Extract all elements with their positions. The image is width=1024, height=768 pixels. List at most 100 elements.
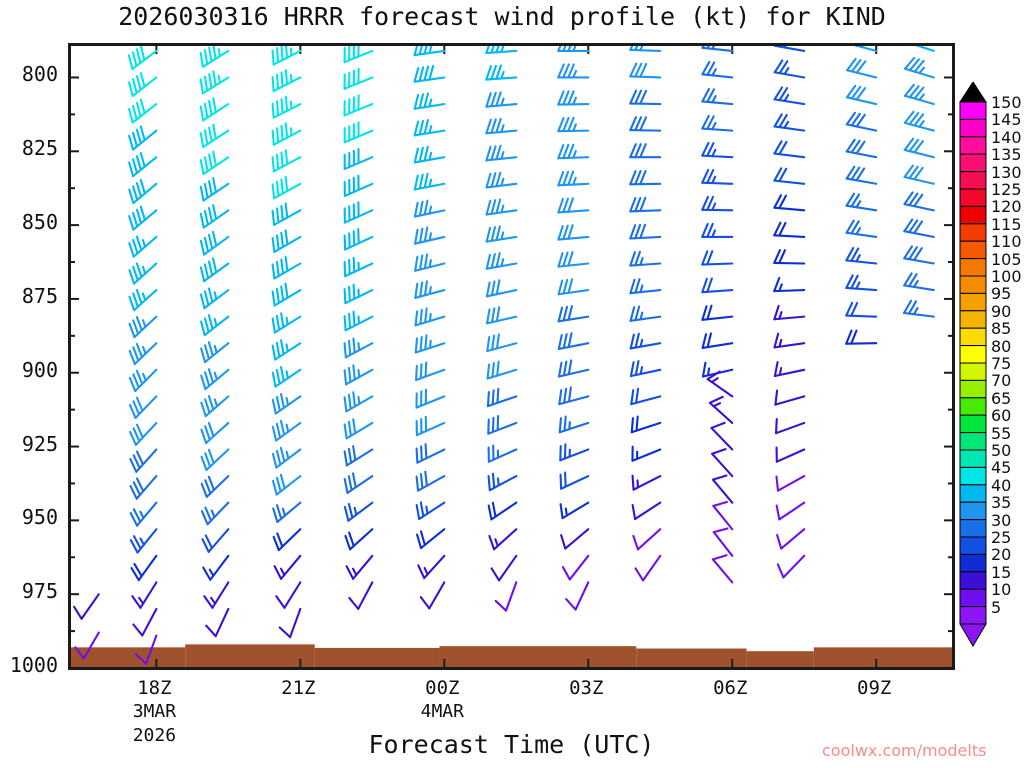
- wind-barb: [903, 218, 935, 238]
- colorbar-tick-label: 30: [991, 510, 1012, 530]
- wind-barb: [413, 199, 446, 218]
- wind-barb: [128, 235, 158, 258]
- x-axis-sub-label: 4MAR: [420, 701, 464, 722]
- terrain-step: [813, 647, 953, 668]
- colorbar-cell: [959, 484, 987, 503]
- wind-barb: [701, 277, 734, 294]
- wind-barb: [846, 57, 878, 79]
- wind-barb: [712, 527, 734, 557]
- y-axis-tick-label: 825: [21, 136, 58, 161]
- wind-barb: [485, 91, 518, 108]
- wind-barb: [271, 446, 302, 469]
- wind-barb: [557, 170, 590, 187]
- wind-barb: [343, 45, 374, 64]
- colorbar-tick-label: 85: [991, 319, 1012, 339]
- wind-barb: [711, 554, 734, 584]
- wind-barb: [200, 395, 230, 418]
- terrain-step: [185, 644, 315, 668]
- wind-barb: [701, 168, 734, 185]
- colorbar-tick-label: 145: [991, 110, 1022, 130]
- x-axis-tick-label: 18Z: [137, 677, 172, 699]
- wind-barb: [273, 554, 302, 580]
- wind-barb: [773, 276, 806, 293]
- wind-barb: [128, 315, 158, 339]
- colorbar-tick-label: 20: [991, 545, 1012, 565]
- wind-barb: [343, 391, 374, 413]
- wind-barb: [414, 253, 446, 272]
- colorbar-cell: [959, 171, 987, 190]
- wind-barb: [773, 167, 806, 185]
- wind-barb: [417, 554, 446, 580]
- x-axis-tick-label: 00Z: [425, 677, 460, 699]
- wind-barb: [629, 116, 662, 132]
- wind-barb: [561, 554, 590, 581]
- wind-barb: [130, 554, 158, 582]
- wind-barb: [903, 191, 935, 212]
- colorbar-cell: [959, 240, 987, 260]
- wind-barb: [343, 337, 374, 359]
- wind-barb: [128, 205, 158, 231]
- wind-barb: [565, 581, 590, 611]
- y-axis-tick-label: 875: [21, 283, 58, 308]
- x-axis-tick-label: 06Z: [713, 677, 748, 699]
- colorbar-cell: [959, 414, 987, 434]
- wind-barb: [701, 361, 734, 378]
- wind-barb: [486, 333, 518, 353]
- wind-barb: [903, 110, 935, 132]
- wind-barb: [557, 305, 590, 323]
- wind-barb: [271, 366, 302, 388]
- wind-barb: [414, 334, 446, 354]
- x-axis-sub-label: 3MAR: [132, 701, 177, 722]
- wind-barb: [845, 138, 878, 159]
- wind-barb: [271, 282, 302, 307]
- colorbar-cell: [959, 153, 987, 173]
- colorbar-cell: [959, 397, 987, 416]
- wind-barb: [343, 472, 374, 494]
- wind-barb: [344, 528, 374, 551]
- wind-barb: [773, 113, 806, 132]
- wind-barb: [845, 246, 878, 265]
- colorbar-tick-label: 45: [991, 458, 1012, 478]
- wind-barb: [629, 143, 662, 159]
- colorbar-cell: [959, 379, 987, 399]
- wind-barb: [343, 201, 374, 224]
- wind-barb: [128, 178, 158, 205]
- wind-barb: [416, 528, 446, 550]
- terrain-step: [636, 648, 747, 668]
- wind-barb: [128, 342, 158, 366]
- wind-barb: [629, 360, 662, 378]
- wind-barb: [711, 448, 734, 478]
- wind-barb: [903, 137, 935, 159]
- colorbar-tick-label: 70: [991, 371, 1012, 391]
- wind-barb: [199, 177, 230, 202]
- wind-barb: [343, 364, 374, 386]
- wind-barb: [199, 230, 230, 256]
- colorbar-tick-label: 35: [991, 493, 1012, 513]
- wind-barb: [845, 301, 878, 318]
- wind-barb: [343, 418, 374, 440]
- wind-barb: [343, 501, 374, 522]
- colorbar-cell: [959, 118, 987, 138]
- wind-barb: [485, 45, 518, 55]
- wind-barb: [631, 501, 662, 521]
- wind-barb: [845, 329, 878, 345]
- wind-barb: [132, 607, 158, 637]
- wind-barb: [557, 197, 590, 214]
- colorbar-cell: [959, 310, 987, 329]
- wind-barb: [557, 224, 590, 241]
- wind-barb: [343, 67, 374, 90]
- wind-barb: [774, 389, 806, 406]
- wind-barb: [414, 307, 446, 327]
- wind-barb: [701, 195, 734, 212]
- wind-barb: [415, 415, 446, 437]
- wind-barb: [630, 415, 662, 434]
- wind-barb: [275, 581, 302, 609]
- wind-barb: [485, 64, 518, 81]
- wind-barb: [845, 192, 878, 212]
- colorbar-cell: [959, 188, 987, 207]
- wind-barb: [701, 141, 734, 159]
- wind-barb: [343, 310, 374, 332]
- wind-barb: [773, 59, 806, 79]
- colorbar-tick-label: 150: [991, 93, 1022, 112]
